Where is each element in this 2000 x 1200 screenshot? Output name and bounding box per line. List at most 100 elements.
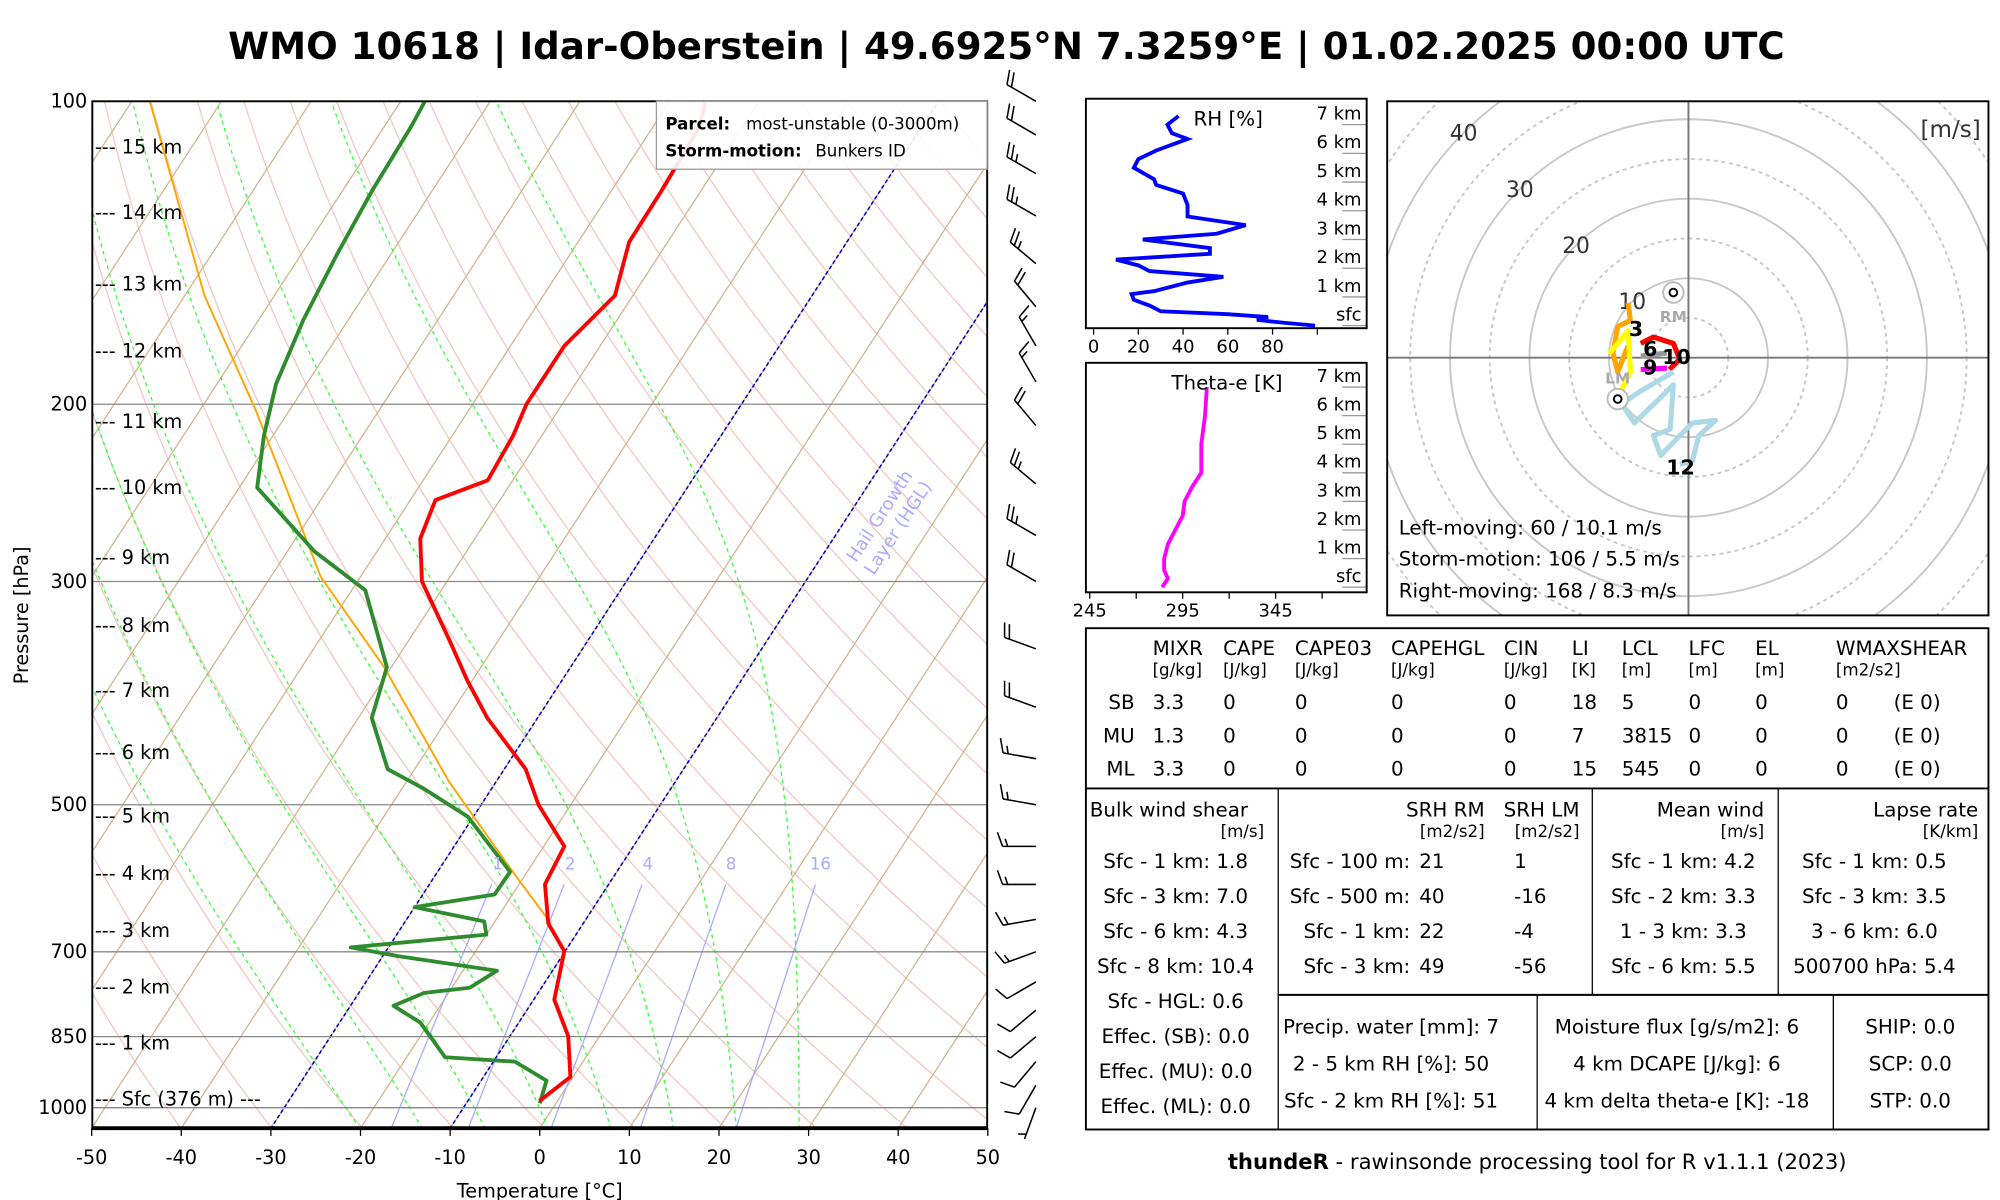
table-cell: 0 xyxy=(1223,691,1236,714)
mixing-ratio-line xyxy=(639,884,727,1129)
pressure-tick-label: 850 xyxy=(50,1025,87,1048)
rh-height-label: 4 km xyxy=(1317,190,1362,211)
barb-staff xyxy=(1006,198,1037,217)
height-label: --- 9 km xyxy=(95,546,170,569)
dry-adiabat xyxy=(335,101,988,978)
table-cell: 18 xyxy=(1572,691,1597,714)
isotherm xyxy=(359,162,988,1129)
rh-height-label: 1 km xyxy=(1317,276,1362,297)
hodograph-trace xyxy=(1640,350,1668,359)
skewt-ylabel: Pressure [hPa] xyxy=(10,546,33,684)
barb-half-feather xyxy=(1021,314,1028,322)
wind-barb xyxy=(1004,1084,1037,1115)
flux-row: 4 km DCAPE [J/kg]: 6 xyxy=(1573,1053,1780,1076)
srh-rm-value: 49 xyxy=(1419,955,1444,978)
index-row: STP: 0.0 xyxy=(1870,1090,1951,1113)
barb-feather xyxy=(1013,451,1021,467)
column-unit: [J/kg] xyxy=(1504,661,1548,680)
table-cell: 3.3 xyxy=(1153,691,1185,714)
dry-adiabat xyxy=(92,240,636,1129)
temperature-tick-label: -20 xyxy=(345,1146,376,1169)
rh-tick-label: 60 xyxy=(1216,337,1239,358)
table-cell: 0 xyxy=(1504,724,1517,747)
index-row: SCP: 0.0 xyxy=(1869,1053,1952,1076)
hodograph-height-mark: 6 xyxy=(1643,337,1657,361)
barb-half-feather xyxy=(1003,954,1010,962)
column-unit: [m2/s2] xyxy=(1836,661,1901,680)
rh-chart: 0 20 40 60 80 sfc 1 km 2 km 3 km 4 km 5 km 6 km 7 km… xyxy=(1084,97,1368,358)
pressure-tick-label: 300 xyxy=(50,570,87,593)
barb-staff xyxy=(1002,918,1037,926)
height-label: --- 6 km xyxy=(95,741,170,764)
theta-e-height-label: 5 km xyxy=(1317,423,1362,444)
isotherm xyxy=(92,101,402,577)
dry-adiabat xyxy=(289,101,988,1049)
barb-feather xyxy=(1013,386,1023,401)
barb-staff xyxy=(1023,1107,1037,1140)
height-label: --- Sfc (376 m) --- xyxy=(95,1087,261,1110)
row-label: ML xyxy=(1106,758,1134,781)
rh-frame xyxy=(1084,97,1368,330)
barb-feather xyxy=(1006,503,1011,519)
srh-lm-title: SRH LM xyxy=(1504,799,1580,822)
wind-barb xyxy=(995,981,1037,1000)
theta-e-chart: 245 295 345 sfc 1 km 2 km 3 km 4 km 5 km 6 km 7 km… xyxy=(1073,361,1368,622)
column-unit: [m] xyxy=(1622,661,1651,680)
barb-feather xyxy=(994,911,1004,926)
column-header: EL xyxy=(1755,637,1779,660)
wind-barb xyxy=(996,832,1036,848)
table-cell: 0 xyxy=(1755,758,1768,781)
wind-barb xyxy=(1006,503,1037,537)
barb-feather xyxy=(1009,448,1017,463)
srh-rm-title: SRH RM xyxy=(1406,799,1485,822)
lapse-rate-title: Lapse rate xyxy=(1873,799,1978,822)
wind-barb xyxy=(1006,69,1037,102)
column-header: LFC xyxy=(1688,637,1724,660)
barb-half-feather xyxy=(1017,461,1022,470)
skewt-frame xyxy=(91,100,989,1130)
rh-height-label: 2 km xyxy=(1317,247,1362,268)
barb-feather xyxy=(1009,227,1017,243)
column-unit: [m] xyxy=(1688,661,1717,680)
height-label: --- 10 km xyxy=(95,476,182,499)
hodograph-unit: [m/s] xyxy=(1921,117,1981,143)
hodograph-trace xyxy=(1610,302,1633,375)
dry-adiabat xyxy=(103,101,727,1129)
temperature-tick-label: -50 xyxy=(76,1146,107,1169)
barb-feather xyxy=(1017,390,1026,405)
isotherm xyxy=(180,101,850,1129)
srh-row-label: Sfc - 1 km: xyxy=(1303,920,1410,943)
column-header: MIXR xyxy=(1153,637,1204,660)
wind-barb xyxy=(1006,549,1037,583)
dry-adiabat xyxy=(150,101,818,1129)
table-cell: (E 0) xyxy=(1894,691,1941,714)
pressure-tick-label: 500 xyxy=(50,793,87,816)
rh-height-label: 5 km xyxy=(1317,161,1362,182)
hodograph-trace xyxy=(1640,365,1668,373)
theta-e-title: Theta-e [K] xyxy=(1170,372,1282,395)
table-cell: 545 xyxy=(1622,758,1660,781)
moist-adiabat xyxy=(92,208,549,1129)
parcel-line xyxy=(148,101,552,924)
lapse-rate-row: 3 - 6 km: 6.0 xyxy=(1811,920,1938,943)
column-header: CIN xyxy=(1504,637,1539,660)
row-label: MU xyxy=(1103,724,1135,747)
table-cell: 0 xyxy=(1295,724,1308,747)
parameter-legend: Parcel: most-unstable (0-3000m) Storm-mo… xyxy=(655,100,988,170)
srh-lm-value: -4 xyxy=(1514,920,1534,943)
storm-motion-text: Storm-motion: 106 / 5.5 m/s xyxy=(1399,547,1680,570)
wind-barb xyxy=(999,737,1037,760)
barb-feather xyxy=(1010,72,1015,88)
pressure-tick-label: 1000 xyxy=(38,1096,87,1119)
dry-adiabat xyxy=(521,101,988,710)
dry-adiabat xyxy=(92,853,273,1129)
column-header: CAPEHGL xyxy=(1391,637,1484,660)
barb-staff xyxy=(1006,518,1037,537)
theta-e-frame xyxy=(1084,361,1368,594)
wind-barb xyxy=(1006,103,1037,136)
height-label: --- 4 km xyxy=(95,862,170,885)
hodograph-ring-label: 20 xyxy=(1562,234,1590,259)
hodograph-ring-label: 10 xyxy=(1618,290,1646,315)
wind-barb xyxy=(1013,386,1037,427)
wind-barb xyxy=(996,1036,1037,1059)
